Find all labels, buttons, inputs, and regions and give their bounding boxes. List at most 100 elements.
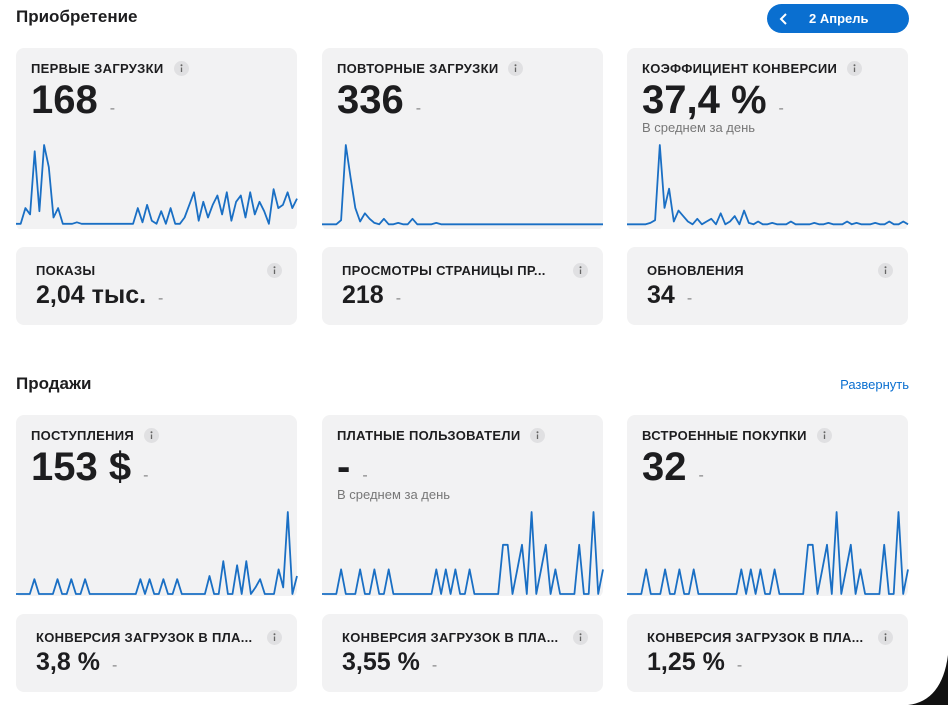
info-dot bbox=[853, 64, 856, 67]
info-icon bbox=[573, 630, 588, 645]
metric-label: ПОВТОРНЫЕ ЗАГРУЗКИ bbox=[337, 61, 524, 76]
summary-label: ПОКАЗЫ bbox=[36, 263, 282, 278]
section-title: Продажи bbox=[16, 374, 92, 393]
metric-card: ПЛАТНЫЕ ПОЛЬЗОВАТЕЛИ - - В среднем за день bbox=[322, 415, 604, 602]
summary-value: 3,55 % bbox=[342, 648, 420, 676]
label-text: ПОКАЗЫ bbox=[36, 263, 96, 278]
metric-label: ВСТРОЕННЫЕ ПОКУПКИ bbox=[642, 428, 832, 443]
info-dot bbox=[150, 431, 153, 434]
metric-card: ПОВТОРНЫЕ ЗАГРУЗКИ 336- bbox=[322, 48, 603, 235]
sparkline-floor bbox=[627, 229, 908, 235]
section-title: Приобретение bbox=[16, 7, 138, 26]
sparkline-chart bbox=[16, 511, 298, 602]
summary-label: КОНВЕРСИЯ ЗАГРУЗОК В ПЛА... bbox=[647, 630, 893, 645]
info-icon bbox=[816, 428, 832, 443]
info-icon bbox=[878, 263, 893, 278]
sparkline bbox=[627, 511, 909, 595]
metric-value: 32 bbox=[642, 445, 687, 489]
info-icon bbox=[267, 630, 282, 645]
sparkline bbox=[322, 144, 603, 226]
label-text: ПРОСМОТРЫ СТРАНИЦЫ ПР... bbox=[342, 263, 546, 278]
label-text: ПЕРВЫЕ ЗАГРУЗКИ bbox=[31, 61, 164, 76]
summary-card: КОНВЕРСИЯ ЗАГРУЗОК В ПЛА... 3,55 % - bbox=[322, 614, 603, 692]
info-dot bbox=[514, 64, 517, 67]
metric-card: ПОСТУПЛЕНИЯ 153 $ - bbox=[16, 415, 298, 602]
metric-value-row: -- bbox=[337, 445, 368, 490]
info-icon bbox=[530, 428, 546, 443]
info-icon bbox=[144, 428, 160, 443]
metric-change: - bbox=[109, 100, 116, 117]
metric-card: ПЕРВЫЕ ЗАГРУЗКИ 168- bbox=[16, 48, 298, 235]
metric-change: - bbox=[362, 467, 368, 484]
summary-label: ОБНОВЛЕНИЯ bbox=[647, 263, 893, 278]
sparkline-floor bbox=[16, 596, 297, 602]
label-text: ПОВТОРНЫЕ ЗАГРУЗКИ bbox=[337, 61, 499, 76]
summary-value-row: 2,04 тыс. - bbox=[36, 281, 163, 310]
metric-card: ВСТРОЕННЫЕ ПОКУПКИ 32- bbox=[627, 415, 909, 602]
sparkline bbox=[16, 144, 298, 225]
summary-value: 1,25 % bbox=[647, 648, 725, 676]
summary-value: 34 bbox=[647, 281, 675, 309]
summary-value-row: 34- bbox=[647, 281, 692, 310]
summary-change: - bbox=[395, 290, 402, 307]
summary-change: - bbox=[111, 657, 118, 674]
screen-corner bbox=[908, 655, 948, 705]
summary-value: 2,04 тыс. bbox=[36, 281, 147, 309]
summary-label: КОНВЕРСИЯ ЗАГРУЗОК В ПЛА... bbox=[342, 630, 588, 645]
metric-change: - bbox=[698, 467, 704, 484]
sparkline-floor bbox=[322, 596, 603, 602]
metric-card: КОЭФФИЦИЕНТ КОНВЕРСИИ 37,4 % - В среднем за… bbox=[627, 48, 909, 235]
summary-label: КОНВЕРСИЯ ЗАГРУЗОК В ПЛА... bbox=[36, 630, 282, 645]
sparkline-chart bbox=[322, 144, 603, 235]
summary-value-row: 1,25 % - bbox=[647, 648, 742, 677]
label-text: КОНВЕРСИЯ ЗАГРУЗОК В ПЛА... bbox=[36, 630, 253, 645]
metric-value-row: 37,4 % - bbox=[642, 78, 784, 123]
metric-value: 37,4 % bbox=[642, 78, 767, 122]
label-text: КОНВЕРСИЯ ЗАГРУЗОК В ПЛА... bbox=[647, 630, 864, 645]
info-icon bbox=[508, 61, 524, 76]
info-icon bbox=[173, 61, 189, 76]
info-dot bbox=[536, 431, 539, 434]
info-icon bbox=[573, 263, 588, 278]
summary-card: ПРОСМОТРЫ СТРАНИЦЫ ПР... 218- bbox=[322, 247, 603, 325]
chevron bbox=[779, 12, 787, 25]
sparkline-chart bbox=[627, 511, 909, 602]
sparkline bbox=[627, 144, 909, 226]
metric-change: - bbox=[415, 100, 422, 117]
metric-change: - bbox=[778, 100, 784, 117]
summary-change: - bbox=[431, 657, 438, 674]
info-dot bbox=[180, 64, 182, 67]
info-dot bbox=[273, 266, 276, 269]
info-icon bbox=[267, 263, 282, 278]
info-dot bbox=[823, 431, 826, 434]
metric-label: ПОСТУПЛЕНИЯ bbox=[31, 428, 160, 443]
sparkline-floor bbox=[627, 596, 908, 602]
label-text: ПОСТУПЛЕНИЯ bbox=[31, 428, 135, 443]
metric-value-row: 32- bbox=[642, 445, 704, 490]
sparkline-chart bbox=[322, 511, 604, 602]
info-icon bbox=[878, 630, 893, 645]
metric-value: - bbox=[337, 445, 351, 489]
summary-card: ОБНОВЛЕНИЯ 34- bbox=[627, 247, 908, 325]
period-button[interactable]: 2 Апрель bbox=[767, 4, 909, 33]
info-dot bbox=[579, 633, 582, 636]
metric-subtitle: В среднем за день bbox=[337, 487, 451, 502]
info-dot bbox=[884, 266, 887, 269]
label-text: КОЭФФИЦИЕНТ КОНВЕРСИИ bbox=[642, 61, 838, 76]
metric-value-row: 336- bbox=[337, 78, 421, 123]
period-label: 2 Апрель bbox=[809, 11, 869, 26]
metric-change: - bbox=[143, 467, 149, 484]
metric-value-row: 168- bbox=[31, 78, 115, 123]
sparkline bbox=[322, 511, 604, 595]
metric-value: 336 bbox=[337, 78, 404, 122]
info-dot bbox=[884, 633, 887, 636]
expand-link[interactable]: Развернуть bbox=[840, 377, 909, 392]
summary-change: - bbox=[736, 657, 743, 674]
summary-label: ПРОСМОТРЫ СТРАНИЦЫ ПР... bbox=[342, 263, 588, 278]
sparkline-chart bbox=[16, 144, 298, 235]
metric-subtitle: В среднем за день bbox=[642, 120, 756, 135]
label-text: ВСТРОЕННЫЕ ПОКУПКИ bbox=[642, 428, 807, 443]
summary-value: 218 bbox=[342, 281, 384, 309]
